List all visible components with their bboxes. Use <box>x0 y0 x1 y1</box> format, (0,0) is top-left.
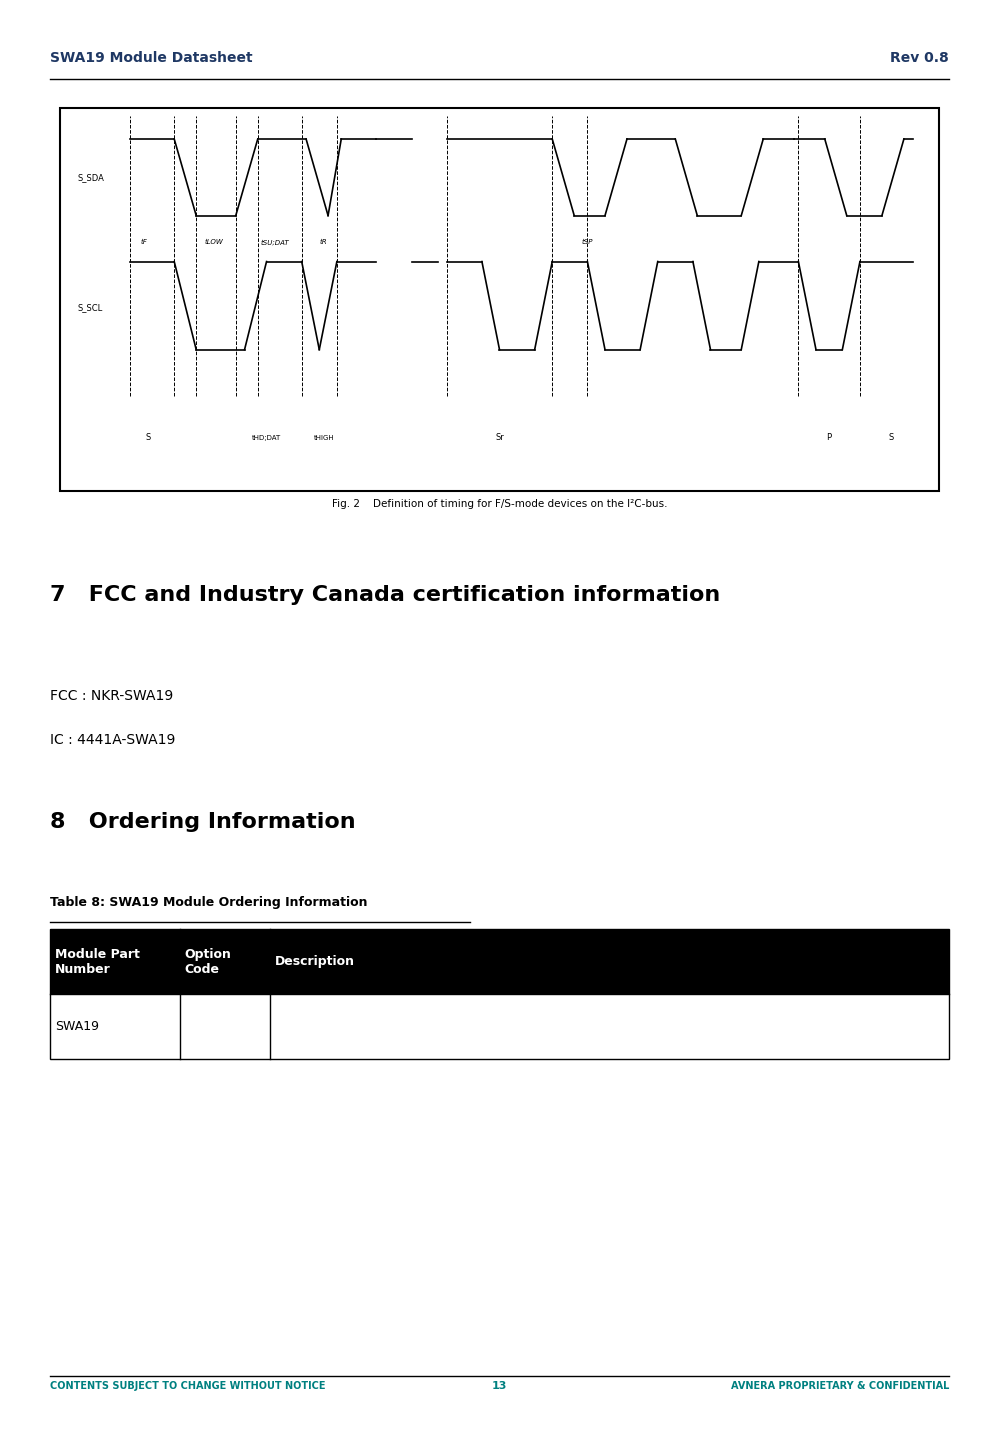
Text: 8   Ordering Information: 8 Ordering Information <box>50 812 356 832</box>
Text: Sr: Sr <box>496 434 503 442</box>
Text: IC : 4441A-SWA19: IC : 4441A-SWA19 <box>50 733 176 747</box>
Text: 7   FCC and Industry Canada certification information: 7 FCC and Industry Canada certification … <box>50 585 720 605</box>
Text: P: P <box>826 434 832 442</box>
Text: Option
Code: Option Code <box>185 948 232 975</box>
Bar <box>60 108 939 491</box>
Text: tSU;DAT: tSU;DAT <box>261 240 290 246</box>
Text: Description: Description <box>275 955 355 968</box>
Text: S: S <box>888 434 893 442</box>
Text: tLOW: tLOW <box>205 240 223 246</box>
Text: S_SDA: S_SDA <box>78 173 105 182</box>
Text: SWA19: SWA19 <box>55 1020 99 1033</box>
Text: AVNERA PROPRIETARY & CONFIDENTIAL: AVNERA PROPRIETARY & CONFIDENTIAL <box>730 1381 949 1392</box>
Text: 13: 13 <box>492 1381 507 1392</box>
Text: Rev 0.8: Rev 0.8 <box>890 51 949 65</box>
Text: CONTENTS SUBJECT TO CHANGE WITHOUT NOTICE: CONTENTS SUBJECT TO CHANGE WITHOUT NOTIC… <box>50 1381 326 1392</box>
Text: tHIGH: tHIGH <box>314 435 334 441</box>
Text: S_SCL: S_SCL <box>78 303 103 312</box>
Text: tHD;DAT: tHD;DAT <box>252 435 281 441</box>
Text: FCC : NKR-SWA19: FCC : NKR-SWA19 <box>50 689 173 704</box>
Text: Table 8: SWA19 Module Ordering Information: Table 8: SWA19 Module Ordering Informati… <box>50 896 368 909</box>
Text: Fig. 2    Definition of timing for F/S-mode devices on the I²C-bus.: Fig. 2 Definition of timing for F/S-mode… <box>332 499 667 509</box>
Text: tR: tR <box>320 240 328 246</box>
Text: SWA19 Module Datasheet: SWA19 Module Datasheet <box>50 51 253 65</box>
Bar <box>50 929 949 1059</box>
Text: Module Part
Number: Module Part Number <box>55 948 140 975</box>
Text: S: S <box>145 434 151 442</box>
Text: tSP: tSP <box>581 240 593 246</box>
Bar <box>50 929 949 994</box>
Text: tF: tF <box>140 240 147 246</box>
